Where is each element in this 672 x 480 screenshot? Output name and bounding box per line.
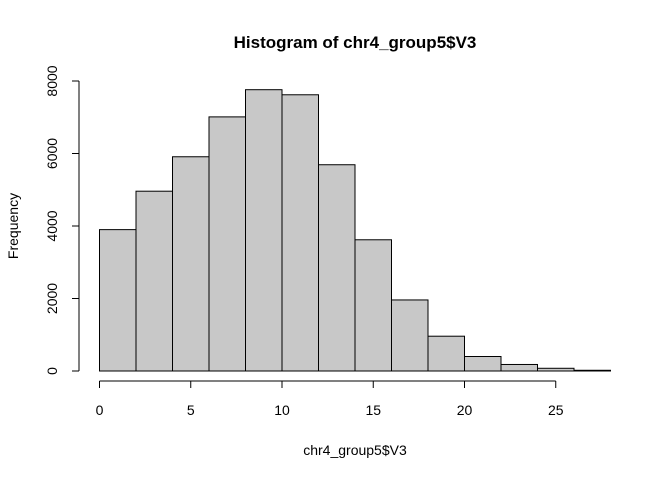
bars-group bbox=[99, 89, 611, 372]
histogram-bar bbox=[318, 164, 356, 372]
x-tick-label: 20 bbox=[457, 402, 473, 418]
histogram-bar bbox=[99, 229, 137, 372]
x-tick-label: 25 bbox=[548, 402, 564, 418]
x-tick-label: 5 bbox=[187, 402, 195, 418]
y-tick-label: 2000 bbox=[44, 283, 60, 314]
histogram-bar bbox=[464, 356, 502, 372]
histogram-bar bbox=[354, 239, 392, 372]
histogram-bar bbox=[208, 116, 246, 372]
histogram-bar bbox=[427, 335, 465, 372]
x-axis-label: chr4_group5$V3 bbox=[303, 442, 407, 458]
histogram-bar bbox=[172, 156, 210, 372]
histogram-bar bbox=[537, 367, 575, 372]
histogram-bar bbox=[500, 363, 538, 372]
y-tick-label: 6000 bbox=[44, 138, 60, 169]
y-tick-label: 8000 bbox=[44, 65, 60, 96]
y-axis: 0 2000 4000 6000 8000 bbox=[44, 65, 80, 375]
y-tick-label: 0 bbox=[44, 367, 60, 375]
x-axis: 0 5 10 15 20 25 bbox=[96, 380, 564, 418]
histogram-bar bbox=[391, 299, 429, 372]
y-tick-label: 4000 bbox=[44, 210, 60, 241]
x-tick-label: 15 bbox=[365, 402, 381, 418]
histogram-bar bbox=[281, 94, 319, 372]
chart-title: Histogram of chr4_group5$V3 bbox=[234, 33, 477, 52]
y-axis-label: Frequency bbox=[5, 193, 21, 259]
histogram-bar bbox=[573, 369, 611, 372]
x-tick-label: 0 bbox=[96, 402, 104, 418]
x-tick-label: 10 bbox=[274, 402, 290, 418]
histogram-bar bbox=[135, 190, 173, 372]
histogram-bar bbox=[245, 89, 283, 372]
